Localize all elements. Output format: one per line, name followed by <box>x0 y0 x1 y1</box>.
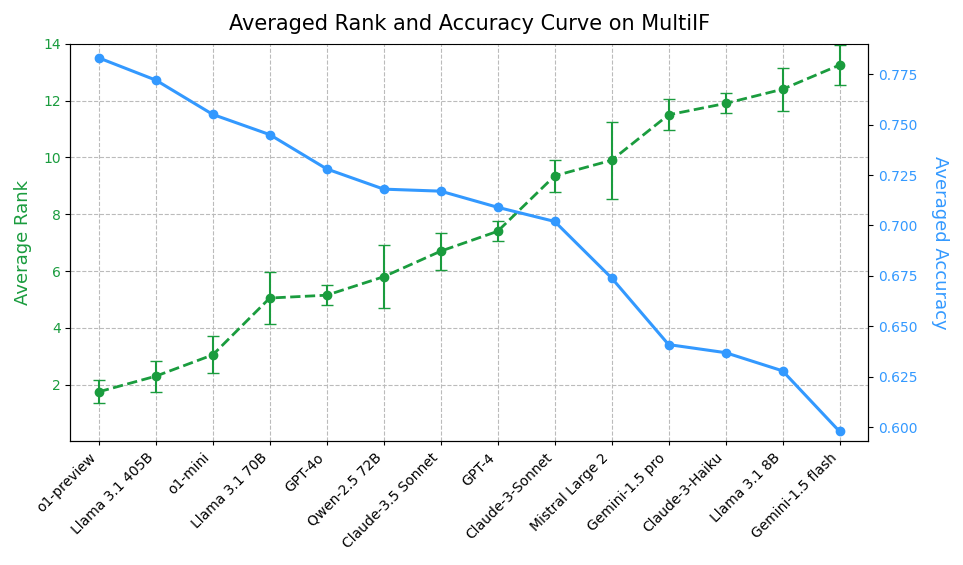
Y-axis label: Average Rank: Average Rank <box>13 180 32 305</box>
Y-axis label: Averaged Accuracy: Averaged Accuracy <box>931 156 950 329</box>
Title: Averaged Rank and Accuracy Curve on MultiIF: Averaged Rank and Accuracy Curve on Mult… <box>228 14 710 34</box>
